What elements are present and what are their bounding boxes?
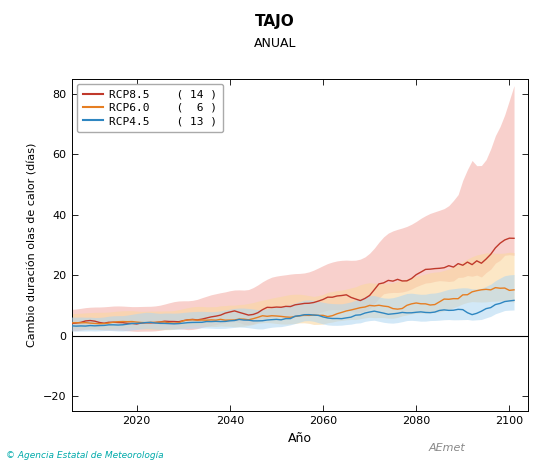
Text: AEmet: AEmet [429, 443, 466, 453]
Text: ANUAL: ANUAL [254, 37, 296, 50]
Legend: RCP8.5    ( 14 ), RCP6.0    (  6 ), RCP4.5    ( 13 ): RCP8.5 ( 14 ), RCP6.0 ( 6 ), RCP4.5 ( 13… [77, 84, 223, 132]
X-axis label: Año: Año [288, 432, 312, 444]
Text: © Agencia Estatal de Meteorología: © Agencia Estatal de Meteorología [6, 451, 163, 460]
Y-axis label: Cambio duración olas de calor (días): Cambio duración olas de calor (días) [28, 143, 37, 347]
Text: TAJO: TAJO [255, 14, 295, 29]
